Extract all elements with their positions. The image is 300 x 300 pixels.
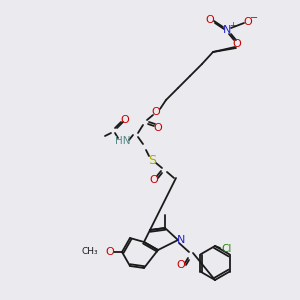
- Text: N: N: [223, 25, 231, 35]
- Text: O: O: [152, 107, 160, 117]
- Text: CH₃: CH₃: [81, 248, 98, 256]
- Text: O: O: [154, 123, 162, 133]
- Text: N: N: [177, 235, 185, 245]
- Text: O: O: [177, 260, 185, 270]
- Text: O: O: [244, 17, 252, 27]
- Text: Cl: Cl: [221, 244, 231, 254]
- Text: O: O: [106, 247, 114, 257]
- Text: +: +: [230, 20, 236, 29]
- Text: HN: HN: [115, 136, 131, 146]
- Text: O: O: [206, 15, 214, 25]
- Text: S: S: [148, 154, 156, 166]
- Text: O: O: [121, 115, 129, 125]
- Text: O: O: [232, 39, 242, 49]
- Text: O: O: [150, 175, 158, 185]
- Text: −: −: [250, 13, 258, 23]
